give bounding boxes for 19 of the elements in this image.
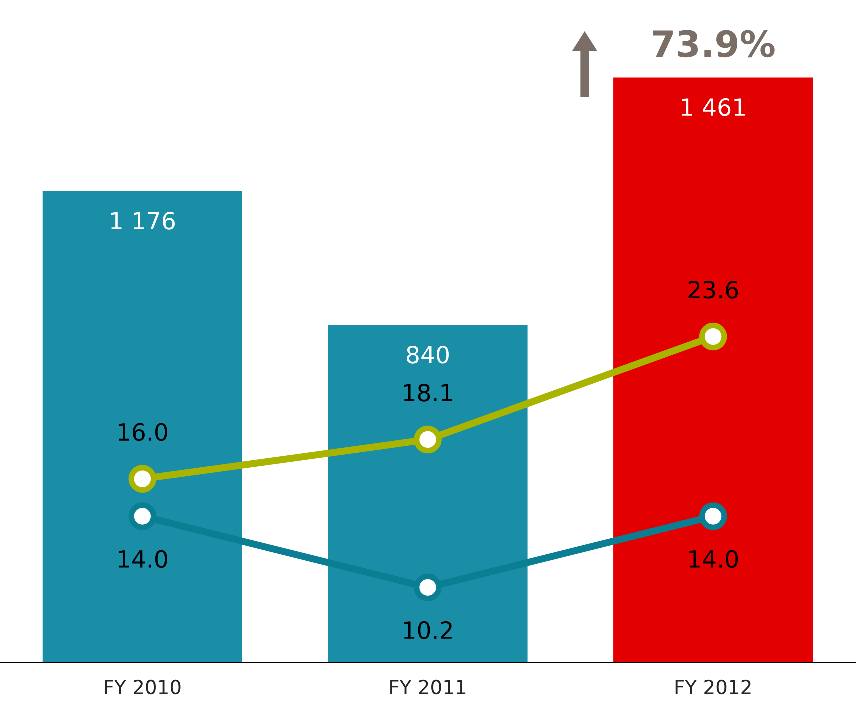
data-label: 18.1: [404, 384, 452, 402]
point: [414, 426, 442, 454]
annotation: 73.9%: [653, 30, 775, 58]
x-tick-label: FY 2011: [390, 680, 466, 695]
data-label: 10.2: [404, 621, 452, 640]
x-tick-label: FY 2010: [105, 680, 181, 695]
point: [128, 465, 157, 493]
data-label: 14.0: [690, 550, 738, 568]
data-label: 23.6: [688, 281, 738, 299]
point: [414, 574, 442, 602]
x-tick-label: FY 2012: [676, 680, 751, 695]
data-label: 14.0: [118, 550, 168, 568]
data-label: 1 176: [111, 212, 175, 230]
point: [699, 322, 728, 351]
data-label: 840: [407, 346, 449, 364]
point: [699, 502, 728, 530]
data-label: 1 461: [682, 98, 745, 116]
data-label: 16.0: [118, 423, 168, 442]
point: [128, 502, 157, 530]
